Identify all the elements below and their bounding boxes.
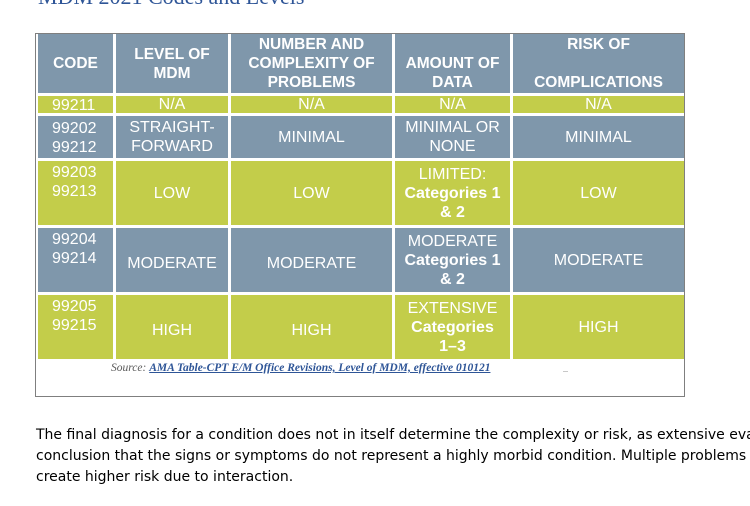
row-99204-level: MODERATE <box>116 228 228 292</box>
row-99203-number: LOW <box>231 161 392 225</box>
row-99205-level: HIGH <box>116 295 228 359</box>
paragraph-line: The final diagnosis for a condition does… <box>36 427 750 443</box>
row-99203-risk: LOW <box>513 161 684 225</box>
row-99202-risk: MINIMAL <box>513 116 684 158</box>
section-heading: MDM 2021 Codes and Levels <box>38 0 304 10</box>
header-code: CODE <box>38 34 113 93</box>
header-risk: RISK OF COMPLICATIONS <box>513 34 684 93</box>
row-99211-level: N/A <box>116 96 228 113</box>
header-level: LEVEL OF MDM <box>116 34 228 93</box>
row-99202-number: MINIMAL <box>231 116 392 158</box>
row-99205-risk: HIGH <box>513 295 684 359</box>
divider-mark <box>563 371 568 372</box>
paragraph-line: conclusion that the signs or symptoms do… <box>36 448 747 464</box>
row-99205-amount: EXTENSIVE Categories 1–3 <box>395 295 510 359</box>
row-99211-code: 99211 <box>38 96 113 114</box>
source-link[interactable]: AMA Table-CPT E/M Office Revisions, Leve… <box>149 362 491 374</box>
row-99203-level: LOW <box>116 161 228 225</box>
source-citation: Source: AMA Table-CPT E/M Office Revisio… <box>111 362 490 374</box>
row-99203-amount: LIMITED: Categories 1 & 2 <box>395 161 510 225</box>
row-99202-amount: MINIMAL OR NONE <box>395 116 510 158</box>
mdm-table-figure: CODE LEVEL OF MDM NUMBER AND COMPLEXITY OF… <box>35 33 685 397</box>
row-99202-level: STRAIGHT- FORWARD <box>116 116 228 158</box>
row-99211-amount: N/A <box>395 96 510 113</box>
row-99204-amount: MODERATE Categories 1 & 2 <box>395 228 510 292</box>
header-amount-data: AMOUNT OF DATA <box>395 34 510 93</box>
header-number-complexity: NUMBER AND COMPLEXITY OF PROBLEMS <box>231 34 392 93</box>
source-label: Source: <box>111 362 147 374</box>
row-99205-code: 99205 99215 <box>38 295 113 359</box>
row-99202-code: 99202 99212 <box>38 116 113 158</box>
row-99205-number: HIGH <box>231 295 392 359</box>
row-99204-code: 99204 99214 <box>38 228 113 292</box>
paragraph-line: create higher risk due to interaction. <box>36 469 294 485</box>
row-99204-number: MODERATE <box>231 228 392 292</box>
body-paragraph: The final diagnosis for a condition does… <box>36 425 750 488</box>
row-99203-code: 99203 99213 <box>38 161 113 225</box>
row-99211-number: N/A <box>231 96 392 113</box>
row-99204-risk: MODERATE <box>513 228 684 292</box>
row-99211-risk: N/A <box>513 96 684 113</box>
